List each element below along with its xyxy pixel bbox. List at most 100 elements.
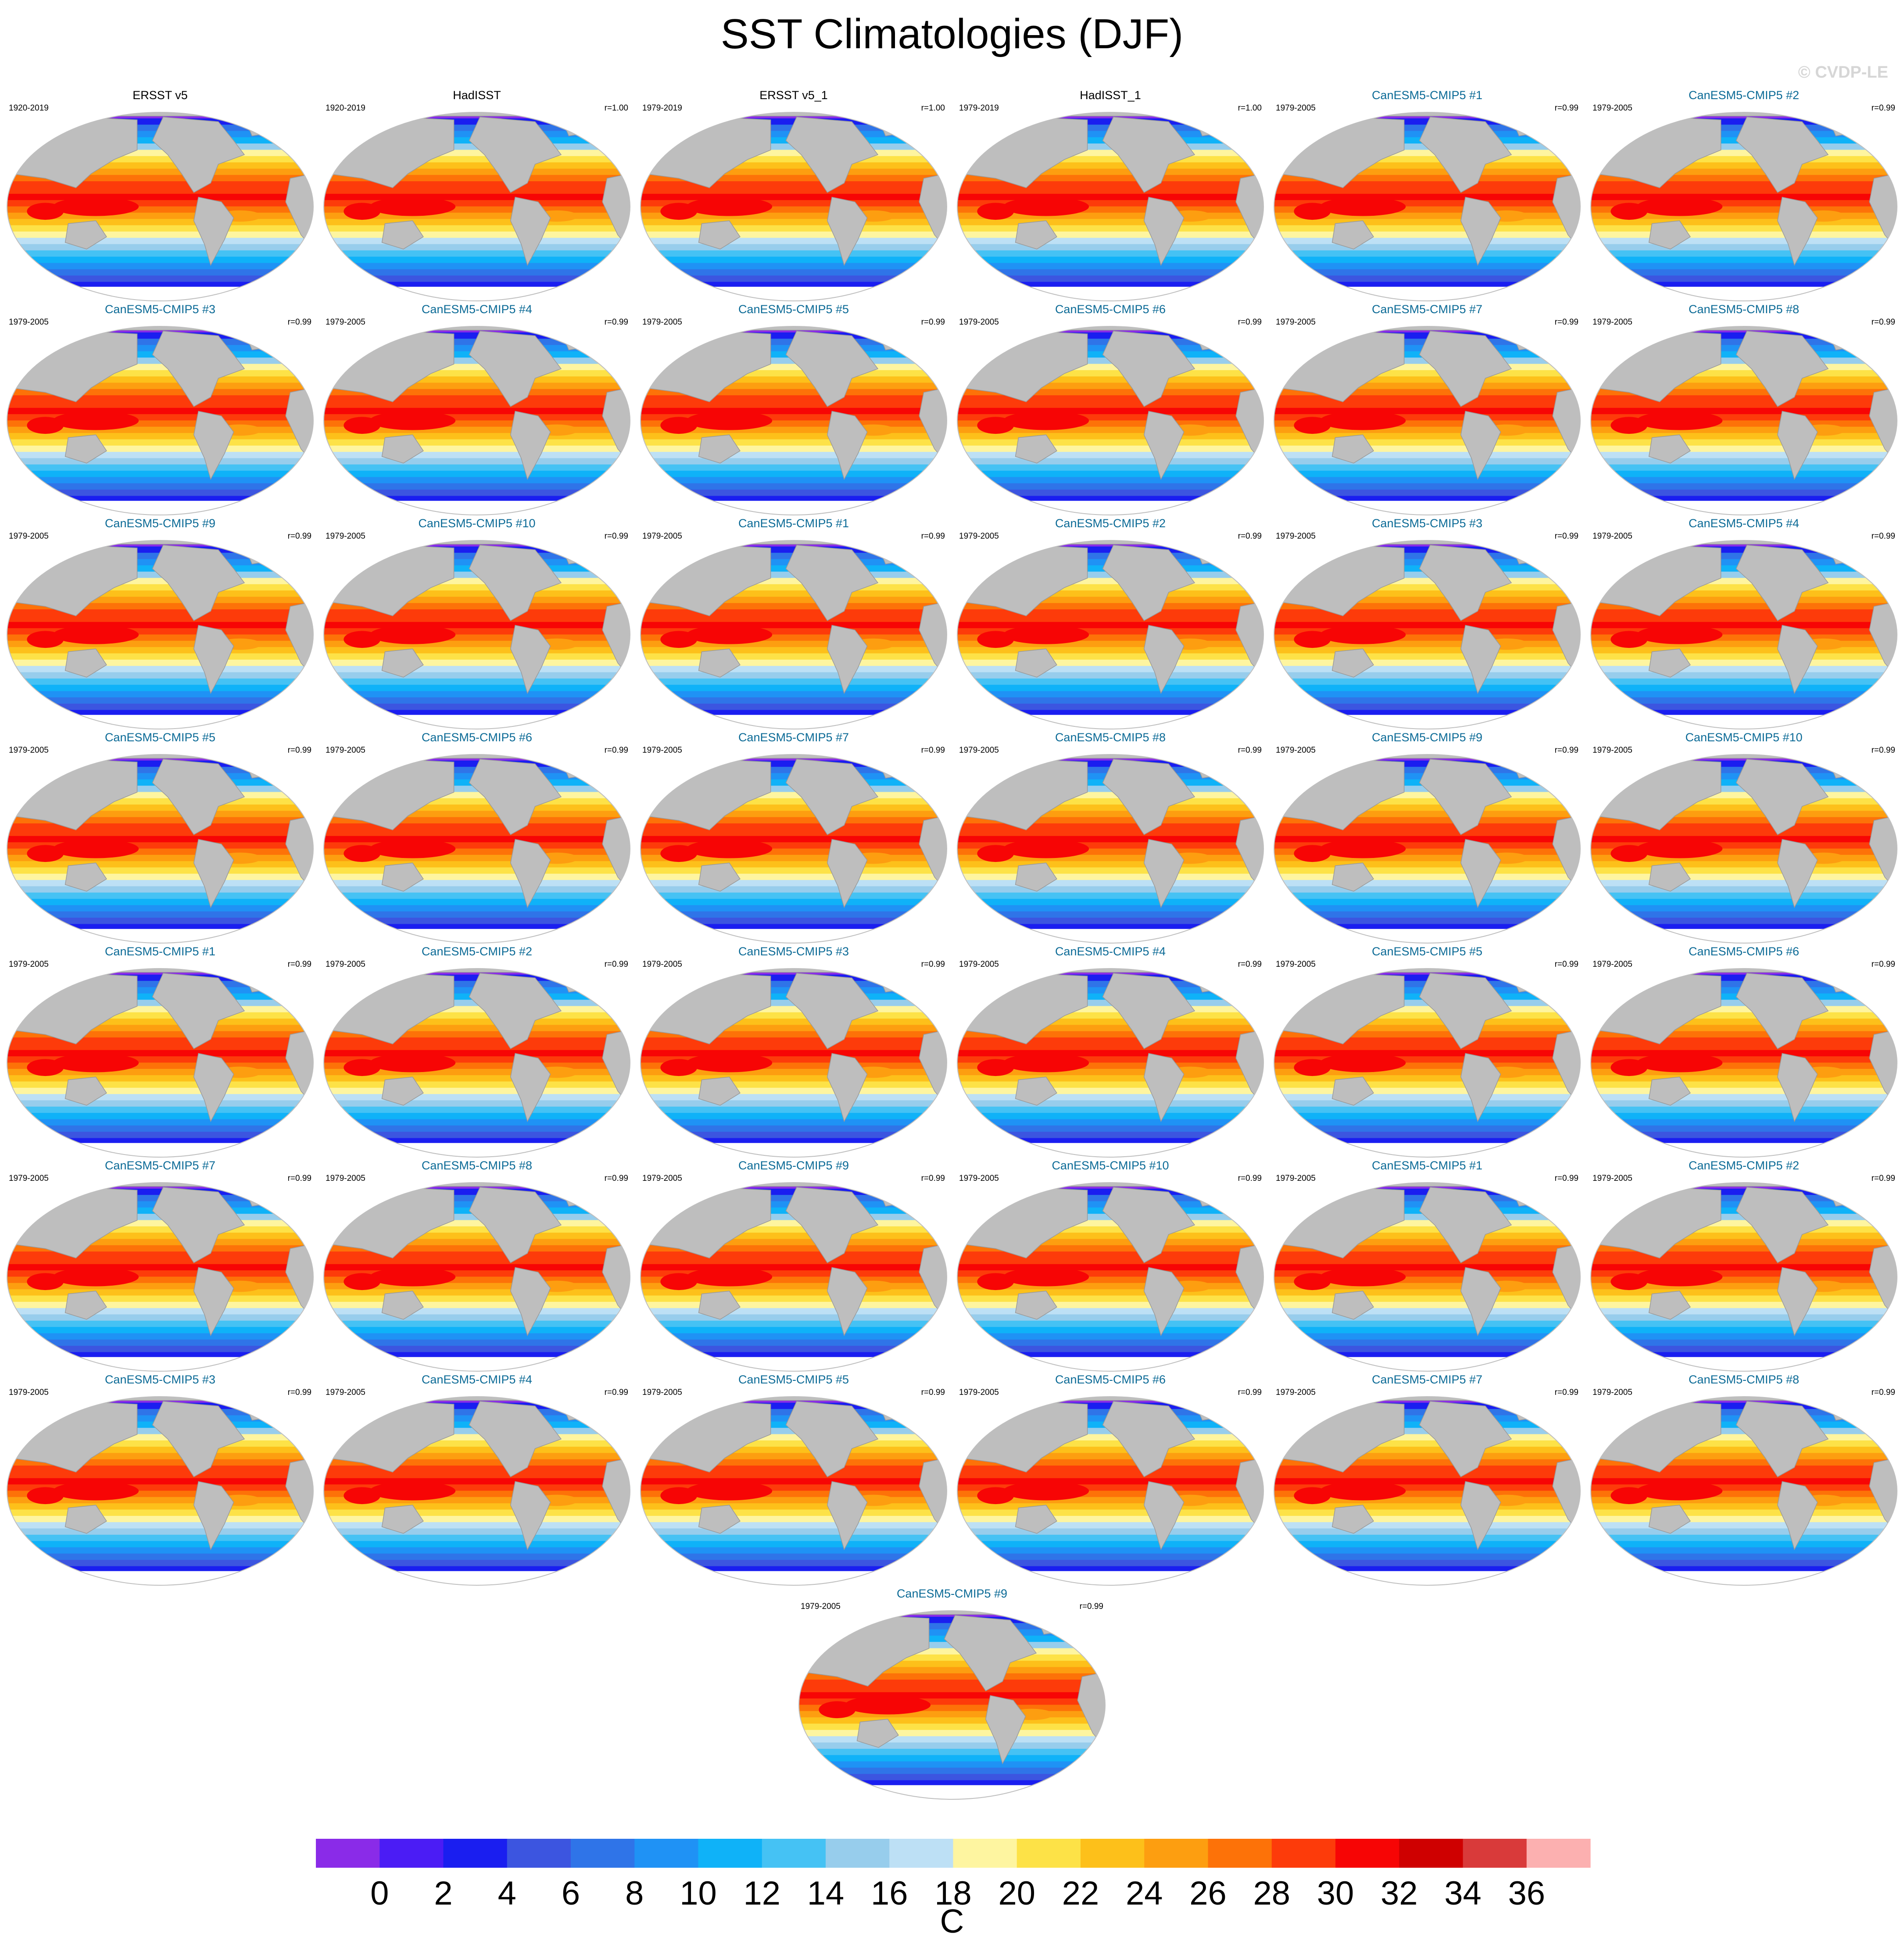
map-panel: CanESM5-CMIP5 #1 1979-2005 r=0.99 xyxy=(1272,88,1582,302)
panel-title: CanESM5-CMIP5 #10 xyxy=(1685,731,1803,744)
sst-map xyxy=(640,968,948,1158)
panel-title: CanESM5-CMIP5 #5 xyxy=(1371,945,1483,958)
sst-map xyxy=(1590,1396,1898,1586)
map-panel: CanESM5-CMIP5 #3 1979-2005 r=0.99 xyxy=(1272,516,1582,730)
map-panel: CanESM5-CMIP5 #5 1979-2005 r=0.99 xyxy=(639,1372,948,1586)
sst-map xyxy=(1273,112,1581,301)
colorbar-tick-label: 12 xyxy=(743,1875,780,1912)
sst-map xyxy=(323,968,631,1158)
panel-correlation: r=0.99 xyxy=(1554,532,1578,541)
map-panel: CanESM5-CMIP5 #5 1979-2005 r=0.99 xyxy=(5,730,315,944)
panel-years: 1979-2005 xyxy=(326,1388,365,1397)
panel-title: CanESM5-CMIP5 #9 xyxy=(896,1587,1008,1600)
map-panel: ERSST v5 1920-2019 xyxy=(5,88,315,302)
panel-title: HadISST_1 xyxy=(1080,89,1141,102)
sst-map xyxy=(956,1182,1264,1372)
sst-map xyxy=(323,540,631,729)
sst-map xyxy=(6,1396,314,1586)
panel-title: CanESM5-CMIP5 #4 xyxy=(1688,517,1800,530)
colorbar-segment xyxy=(316,1839,380,1868)
panel-years: 1979-2005 xyxy=(1593,746,1632,755)
panel-correlation: r=0.99 xyxy=(1871,318,1895,327)
map-panel: CanESM5-CMIP5 #3 1979-2005 r=0.99 xyxy=(5,1372,315,1586)
panel-title: CanESM5-CMIP5 #6 xyxy=(421,731,533,744)
colorbar-segment xyxy=(1463,1839,1527,1868)
colorbar-tick-label: 2 xyxy=(434,1875,452,1912)
colorbar-segment xyxy=(1399,1839,1464,1868)
sst-map xyxy=(640,540,948,729)
map-panel: CanESM5-CMIP5 #9 1979-2005 r=0.99 xyxy=(5,516,315,730)
panel-title: CanESM5-CMIP5 #1 xyxy=(104,945,216,958)
panel-title: ERSST v5_1 xyxy=(759,89,828,102)
map-panel: CanESM5-CMIP5 #2 1979-2005 r=0.99 xyxy=(956,516,1265,730)
panel-years: 1979-2005 xyxy=(326,960,365,969)
panel-title: CanESM5-CMIP5 #3 xyxy=(1371,517,1483,530)
map-panel: ERSST v5_1 1979-2019 r=1.00 xyxy=(639,88,948,302)
colorbar-tick-label: 30 xyxy=(1317,1875,1354,1912)
map-panel: CanESM5-CMIP5 #1 1979-2005 r=0.99 xyxy=(1272,1158,1582,1372)
sst-map xyxy=(6,540,314,729)
panel-years: 1979-2019 xyxy=(959,104,999,113)
sst-map xyxy=(1590,326,1898,515)
panel-years: 1979-2019 xyxy=(642,104,682,113)
colorbar-segment xyxy=(1144,1839,1209,1868)
colorbar-units: C xyxy=(940,1903,964,1940)
colorbar-segment xyxy=(443,1839,508,1868)
map-panel: CanESM5-CMIP5 #6 1979-2005 r=0.99 xyxy=(956,302,1265,516)
colorbar-segment xyxy=(889,1839,954,1868)
panel-years: 1979-2005 xyxy=(959,1388,999,1397)
panel-correlation: r=0.99 xyxy=(1238,1388,1262,1397)
sst-map xyxy=(640,754,948,944)
panel-correlation: r=0.99 xyxy=(1238,1174,1262,1183)
map-panel: CanESM5-CMIP5 #8 1979-2005 r=0.99 xyxy=(1589,1372,1899,1586)
colorbar-tick-label: 10 xyxy=(680,1875,717,1912)
panel-correlation: r=0.99 xyxy=(287,746,311,755)
panel-title: CanESM5-CMIP5 #2 xyxy=(1688,1159,1800,1172)
panel-title: CanESM5-CMIP5 #10 xyxy=(418,517,536,530)
panel-title: CanESM5-CMIP5 #3 xyxy=(738,945,849,958)
map-panel: CanESM5-CMIP5 #4 1979-2005 r=0.99 xyxy=(322,1372,632,1586)
panel-correlation: r=0.99 xyxy=(1554,960,1578,969)
colorbar-segment xyxy=(507,1839,571,1868)
panel-years: 1979-2005 xyxy=(1593,1174,1632,1183)
sst-map xyxy=(1273,540,1581,729)
panel-title: CanESM5-CMIP5 #7 xyxy=(1371,303,1483,316)
map-panel: CanESM5-CMIP5 #7 1979-2005 r=0.99 xyxy=(5,1158,315,1372)
panel-years: 1979-2005 xyxy=(642,746,682,755)
map-panel: HadISST 1920-2019 r=1.00 xyxy=(322,88,632,302)
panel-title: CanESM5-CMIP5 #8 xyxy=(421,1159,533,1172)
colorbar-segment xyxy=(571,1839,635,1868)
panel-years: 1979-2005 xyxy=(1593,1388,1632,1397)
colorbar-tick-label: 28 xyxy=(1253,1875,1290,1912)
panel-title: CanESM5-CMIP5 #2 xyxy=(1688,89,1800,102)
panel-correlation: r=0.99 xyxy=(287,318,311,327)
panel-years: 1979-2005 xyxy=(959,318,999,327)
panel-years: 1979-2005 xyxy=(326,746,365,755)
sst-map xyxy=(640,112,948,301)
panel-correlation: r=1.00 xyxy=(1238,104,1262,113)
map-panel: CanESM5-CMIP5 #3 1979-2005 r=0.99 xyxy=(5,302,315,516)
sst-map xyxy=(1273,754,1581,944)
panel-correlation: r=0.99 xyxy=(604,532,628,541)
sst-map xyxy=(6,968,314,1158)
panel-title: CanESM5-CMIP5 #1 xyxy=(1371,1159,1483,1172)
panel-correlation: r=0.99 xyxy=(1871,1388,1895,1397)
sst-map xyxy=(1273,326,1581,515)
panel-title: CanESM5-CMIP5 #8 xyxy=(1688,303,1800,316)
colorbar-tick-label: 20 xyxy=(998,1875,1035,1912)
sst-map xyxy=(1590,112,1898,301)
colorbar-tick-label: 26 xyxy=(1189,1875,1227,1912)
map-panel: CanESM5-CMIP5 #6 1979-2005 r=0.99 xyxy=(956,1372,1265,1586)
panel-correlation: r=0.99 xyxy=(1079,1602,1103,1611)
sst-map xyxy=(1273,1396,1581,1586)
colorbar-segment xyxy=(1526,1839,1591,1868)
map-panel: CanESM5-CMIP5 #9 1979-2005 r=0.99 xyxy=(797,1586,1107,1800)
colorbar-segment xyxy=(634,1839,699,1868)
panel-years: 1979-2005 xyxy=(642,318,682,327)
panel-years: 1920-2019 xyxy=(326,104,365,113)
colorbar-tick-label: 14 xyxy=(807,1875,845,1912)
panel-correlation: r=0.99 xyxy=(1238,960,1262,969)
panel-years: 1979-2005 xyxy=(1276,104,1316,113)
